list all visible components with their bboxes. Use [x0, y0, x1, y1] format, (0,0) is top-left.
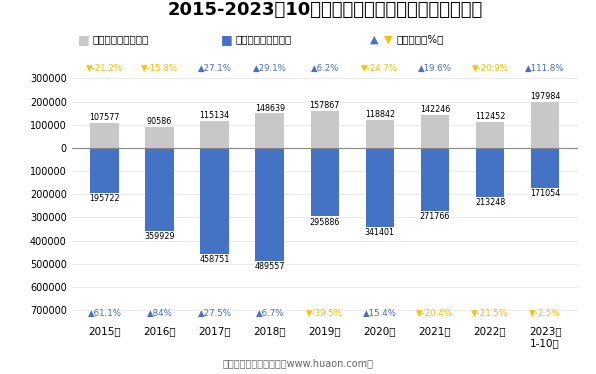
Bar — [421, 148, 449, 211]
Text: ■: ■ — [221, 33, 232, 46]
Bar — [256, 113, 284, 148]
Text: 148639: 148639 — [254, 104, 285, 113]
Bar — [476, 122, 504, 148]
Text: ▼-39.5%: ▼-39.5% — [306, 309, 343, 318]
Text: 112452: 112452 — [475, 112, 505, 121]
Text: 进口总额（万美元）: 进口总额（万美元） — [235, 34, 291, 44]
Text: ▲111.8%: ▲111.8% — [525, 64, 565, 73]
Text: 制图：华经产业研究院（www.huaon.com）: 制图：华经产业研究院（www.huaon.com） — [222, 358, 374, 368]
Bar — [145, 127, 174, 148]
Text: ▼-20.4%: ▼-20.4% — [417, 309, 454, 318]
Text: 出口总额（万美元）: 出口总额（万美元） — [92, 34, 148, 44]
Text: 458751: 458751 — [200, 255, 230, 264]
Bar — [200, 148, 229, 254]
Text: ▼-2.5%: ▼-2.5% — [529, 309, 561, 318]
Text: 同比增速（%）: 同比增速（%） — [396, 34, 443, 44]
Bar — [476, 148, 504, 197]
Text: 118842: 118842 — [365, 110, 395, 119]
Text: 341401: 341401 — [365, 228, 395, 237]
Text: 489557: 489557 — [254, 263, 285, 272]
Text: 107577: 107577 — [89, 113, 120, 122]
Text: 271766: 271766 — [420, 212, 450, 221]
Text: ▲: ▲ — [370, 34, 378, 44]
Text: ■: ■ — [77, 33, 89, 46]
Text: ▲29.1%: ▲29.1% — [253, 64, 287, 73]
Text: 359929: 359929 — [144, 232, 175, 242]
Bar — [311, 111, 339, 148]
Bar — [90, 148, 119, 193]
Text: 142246: 142246 — [420, 105, 450, 114]
Text: ▲6.7%: ▲6.7% — [256, 309, 284, 318]
Bar — [200, 121, 229, 148]
Text: 295886: 295886 — [310, 218, 340, 227]
Text: ▲84%: ▲84% — [147, 309, 173, 318]
Text: ▼-24.7%: ▼-24.7% — [361, 64, 399, 73]
Text: ▲27.1%: ▲27.1% — [198, 64, 232, 73]
Text: 197984: 197984 — [530, 92, 560, 101]
Text: ▲27.5%: ▲27.5% — [198, 309, 232, 318]
Text: ▲19.6%: ▲19.6% — [418, 64, 452, 73]
Text: 157867: 157867 — [310, 101, 340, 110]
Text: ▼-21.2%: ▼-21.2% — [86, 64, 123, 73]
Bar — [365, 148, 394, 227]
Text: ▲61.1%: ▲61.1% — [88, 309, 122, 318]
Title: 2015-2023年10月大连大窑湾综合保税区进、出口额: 2015-2023年10月大连大窑湾综合保税区进、出口额 — [167, 1, 482, 19]
Bar — [256, 148, 284, 261]
Bar — [421, 115, 449, 148]
Text: 115134: 115134 — [200, 111, 229, 120]
Text: 195722: 195722 — [89, 194, 120, 203]
Bar — [311, 148, 339, 217]
Bar — [90, 123, 119, 148]
Bar — [531, 148, 560, 187]
Text: 90586: 90586 — [147, 117, 172, 126]
Bar — [531, 102, 560, 148]
Text: 213248: 213248 — [475, 199, 505, 208]
Text: ▲6.2%: ▲6.2% — [311, 64, 339, 73]
Text: ▼: ▼ — [384, 34, 393, 44]
Text: ▼-20.9%: ▼-20.9% — [471, 64, 508, 73]
Text: ▲15.4%: ▲15.4% — [363, 309, 397, 318]
Text: ▼-21.5%: ▼-21.5% — [471, 309, 508, 318]
Bar — [365, 120, 394, 148]
Bar — [145, 148, 174, 231]
Text: 171054: 171054 — [530, 188, 560, 198]
Text: ▼-15.8%: ▼-15.8% — [141, 64, 178, 73]
